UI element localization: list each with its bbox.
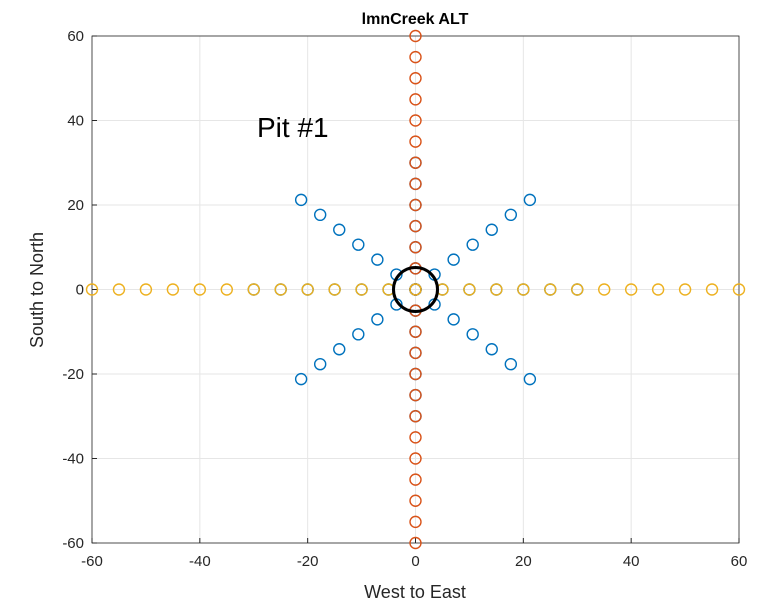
south-north-point — [409, 452, 422, 465]
west-east-point — [463, 283, 476, 296]
south-north-point — [409, 29, 422, 43]
south-north-point — [409, 388, 422, 402]
west-east-point — [355, 283, 368, 296]
south-north-point — [409, 219, 422, 233]
south-north-point — [409, 431, 422, 444]
west-east-point — [112, 283, 126, 296]
south-north-point — [409, 177, 422, 191]
radial-point — [352, 238, 365, 251]
west-east-point — [220, 283, 233, 296]
y-tick-label: -20 — [62, 366, 84, 383]
west-east-point — [328, 283, 341, 296]
radial-point — [352, 328, 365, 341]
y-tick-label: 40 — [67, 113, 84, 130]
pit-annotation: Pit #1 — [257, 112, 329, 143]
radial-point — [313, 208, 327, 222]
chart-title: lmnCreek ALT — [362, 11, 469, 28]
y-tick-label: 60 — [67, 28, 84, 45]
radial-point — [447, 253, 460, 266]
x-tick-label: -60 — [81, 553, 103, 570]
south-north-point — [409, 515, 422, 529]
south-north-point — [409, 367, 422, 381]
west-east-point — [409, 283, 422, 296]
radial-point — [466, 238, 479, 251]
pit-marker — [392, 266, 439, 313]
y-tick-label: -60 — [62, 535, 84, 552]
radial-point — [504, 357, 518, 371]
south-north-point — [409, 473, 422, 486]
west-east-point — [732, 283, 746, 296]
south-north-point — [409, 114, 422, 127]
west-east-point — [139, 283, 153, 296]
x-tick-label: 0 — [411, 553, 419, 570]
radial-point — [523, 372, 537, 386]
south-north-point — [409, 494, 422, 507]
x-tick-label: 40 — [623, 553, 640, 570]
west-east-point — [651, 283, 665, 296]
x-tick-label: -20 — [297, 553, 319, 570]
radial-point — [294, 193, 308, 207]
grid — [91, 35, 740, 544]
y-tick-label: 0 — [76, 282, 84, 299]
ticks: -60 -40 -20 0 20 40 60 -60 -40 -20 0 20 40 60 — [62, 28, 747, 570]
west-east-point — [598, 283, 611, 296]
west-east-point — [571, 283, 584, 296]
west-east-point — [85, 283, 99, 296]
west-east-point — [193, 283, 207, 296]
radial-point — [333, 343, 346, 356]
y-axis-label: South to North — [27, 232, 47, 348]
south-north-point — [409, 410, 422, 423]
x-tick-label: 60 — [731, 553, 748, 570]
south-north-point — [409, 93, 422, 106]
radial-point — [333, 223, 346, 236]
x-axis-label: West to East — [364, 582, 466, 602]
radial-point — [294, 372, 308, 386]
south-north-point — [409, 346, 422, 360]
radial-point — [313, 357, 327, 371]
south-north-point — [409, 325, 422, 338]
west-east-point — [678, 283, 692, 296]
y-tick-label: -40 — [62, 451, 84, 468]
south-north-point — [409, 536, 422, 550]
radial-point — [485, 343, 498, 356]
radial-point — [523, 193, 537, 207]
radial-point — [466, 328, 479, 341]
west-east-point — [274, 283, 287, 296]
radial-point — [485, 223, 498, 236]
x-tick-label: -40 — [189, 553, 211, 570]
y-tick-label: 20 — [67, 197, 84, 214]
south-north-point — [409, 50, 422, 64]
west-east-point — [517, 283, 530, 296]
radial-point — [371, 313, 384, 326]
west-east-point — [705, 283, 719, 296]
west-east-point — [166, 283, 180, 296]
data-points — [85, 29, 746, 550]
west-east-point — [624, 283, 638, 296]
south-north-point — [409, 241, 422, 254]
south-north-point — [409, 156, 422, 169]
radial-point — [371, 253, 384, 266]
west-east-point — [247, 283, 260, 296]
south-north-point — [409, 135, 422, 148]
radial-point — [504, 208, 518, 222]
radial-point — [447, 313, 460, 326]
west-east-point — [301, 283, 314, 296]
west-east-point — [490, 283, 503, 296]
x-tick-label: 20 — [515, 553, 532, 570]
south-north-point — [409, 198, 422, 212]
west-east-point — [544, 283, 557, 296]
south-north-point — [409, 72, 422, 85]
